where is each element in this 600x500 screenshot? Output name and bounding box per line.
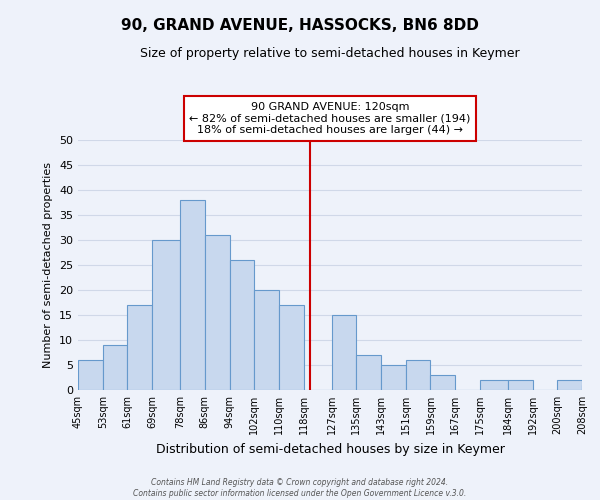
Bar xyxy=(127,305,152,390)
Bar xyxy=(279,305,304,390)
Bar xyxy=(356,355,381,390)
Bar xyxy=(152,240,180,390)
Bar xyxy=(582,385,600,390)
Title: Size of property relative to semi-detached houses in Keymer: Size of property relative to semi-detach… xyxy=(140,46,520,60)
Text: 90 GRAND AVENUE: 120sqm
← 82% of semi-detached houses are smaller (194)
18% of s: 90 GRAND AVENUE: 120sqm ← 82% of semi-de… xyxy=(190,102,470,135)
Text: Contains HM Land Registry data © Crown copyright and database right 2024.
Contai: Contains HM Land Registry data © Crown c… xyxy=(133,478,467,498)
Bar xyxy=(480,380,508,390)
Bar xyxy=(180,200,205,390)
Bar xyxy=(230,260,254,390)
Bar xyxy=(78,360,103,390)
Bar xyxy=(381,365,406,390)
Bar xyxy=(332,315,356,390)
Bar xyxy=(103,345,127,390)
Bar xyxy=(508,380,533,390)
Text: 90, GRAND AVENUE, HASSOCKS, BN6 8DD: 90, GRAND AVENUE, HASSOCKS, BN6 8DD xyxy=(121,18,479,32)
Bar xyxy=(557,380,582,390)
Bar xyxy=(205,235,230,390)
X-axis label: Distribution of semi-detached houses by size in Keymer: Distribution of semi-detached houses by … xyxy=(155,442,505,456)
Bar xyxy=(430,375,455,390)
Y-axis label: Number of semi-detached properties: Number of semi-detached properties xyxy=(43,162,53,368)
Bar xyxy=(406,360,430,390)
Bar xyxy=(254,290,279,390)
